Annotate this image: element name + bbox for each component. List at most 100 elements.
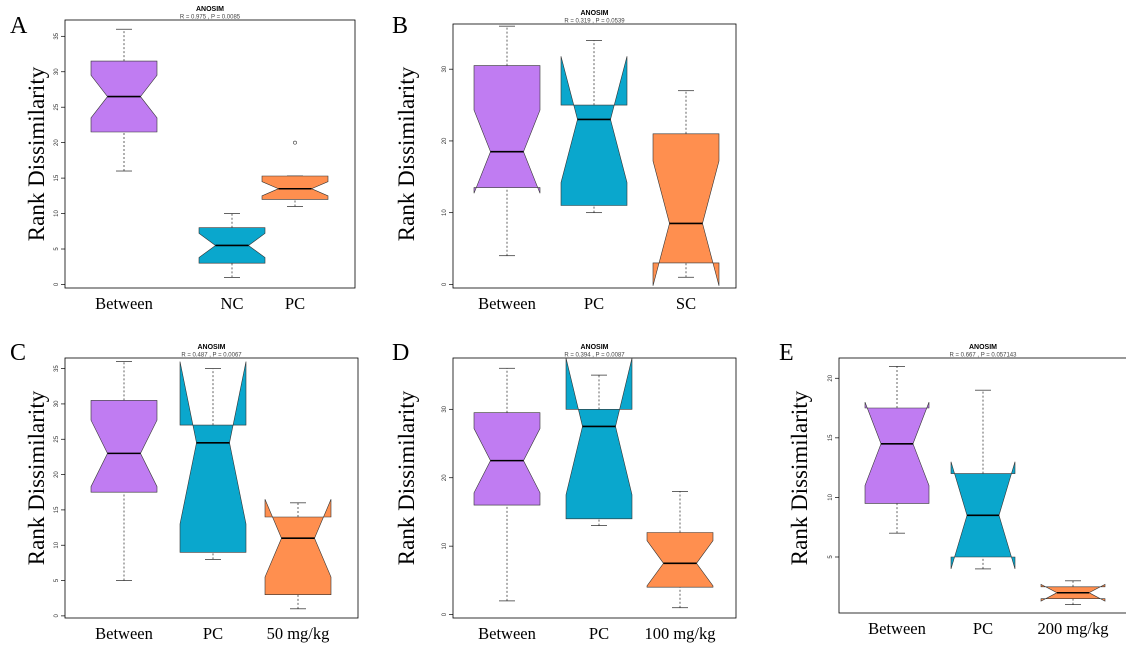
y-tick-label: 15 [54, 174, 60, 181]
panel-d: D Rank Dissimilarity ANOSIM R = 0.394 , P =… [392, 340, 737, 643]
box-between [864, 365, 930, 534]
box-100-mg-kg [646, 491, 714, 609]
y-tick-label: 5 [828, 555, 834, 559]
chart-subtitle: R = 0.667 , P = 0.057143 [950, 353, 1018, 359]
y-tick-label: 15 [54, 506, 60, 513]
outlier-point [293, 140, 297, 145]
y-tick-label: 25 [54, 103, 60, 110]
x-category-label: SC [676, 294, 696, 313]
y-axis-label: Rank Dissimilarity [394, 66, 419, 241]
chart-subtitle: R = 0.487 , P = 0.0067 [181, 353, 242, 359]
plot-frame [64, 357, 359, 619]
y-tick-label: 10 [54, 541, 60, 548]
chart-title: ANOSIM [581, 10, 609, 17]
notched-box [473, 65, 541, 194]
y-tick-label: 30 [442, 405, 448, 412]
box-pc [261, 140, 329, 207]
notched-box [864, 401, 930, 504]
x-category-label: PC [589, 624, 609, 643]
y-tick-label: 0 [442, 282, 448, 286]
box-pc [560, 40, 628, 214]
y-tick-label: 20 [442, 137, 448, 144]
panel-letter: A [10, 13, 28, 39]
y-tick-label: 30 [54, 68, 60, 75]
y-tick-label: 35 [54, 365, 60, 372]
y-axis-label: Rank Dissimilarity [394, 390, 419, 565]
x-category-label: Between [95, 624, 153, 643]
chart-subtitle: R = 0.394 , P = 0.0087 [564, 353, 625, 359]
box-pc [565, 357, 633, 526]
x-category-label: Between [478, 294, 536, 313]
y-tick-label: 10 [54, 210, 60, 217]
x-category-label: 50 mg/kg [267, 624, 330, 643]
notched-box [261, 175, 329, 200]
y-tick-label: 0 [54, 282, 60, 286]
x-category-label: PC [203, 624, 223, 643]
y-tick-label: 10 [442, 209, 448, 216]
y-tick-label: 25 [54, 435, 60, 442]
panel-letter: C [10, 340, 26, 366]
notched-box [565, 357, 633, 520]
panel-c: C Rank Dissimilarity ANOSIM R = 0.487 , P =… [10, 340, 359, 643]
panel-letter: D [392, 340, 409, 366]
notched-box [473, 412, 541, 506]
x-category-label: NC [221, 294, 244, 313]
chart-subtitle: R = 0.975 , P = 0.0085 [180, 15, 241, 21]
box-nc [198, 213, 266, 278]
x-category-label: Between [95, 294, 153, 313]
y-tick-label: 10 [442, 542, 448, 549]
plot-frame [838, 357, 1126, 614]
y-tick-label: 0 [442, 612, 448, 616]
y-tick-label: 30 [54, 400, 60, 407]
box-pc [179, 361, 247, 560]
panel-b: B Rank Dissimilarity ANOSIM R = 0.319 , P =… [392, 10, 737, 313]
chart-title: ANOSIM [196, 6, 224, 13]
y-tick-label: 20 [828, 374, 834, 381]
y-tick-label: 5 [54, 247, 60, 251]
y-tick-label: 0 [54, 614, 60, 618]
notched-box [646, 532, 714, 588]
y-tick-label: 15 [828, 434, 834, 441]
plot-frame [452, 23, 737, 289]
x-category-label: PC [584, 294, 604, 313]
x-category-label: 100 mg/kg [644, 624, 715, 643]
box-between [473, 367, 541, 602]
panel-e: E Rank Dissimilarity ANOSIM R = 0.667 , P =… [779, 340, 1126, 638]
panel-letter: B [392, 13, 408, 39]
y-tick-label: 5 [54, 578, 60, 582]
x-category-label: PC [285, 294, 305, 313]
y-tick-label: 30 [442, 65, 448, 72]
y-axis-label: Rank Dissimilarity [787, 390, 812, 565]
x-category-label: Between [868, 619, 926, 638]
box-between [90, 361, 158, 581]
notched-box [90, 400, 158, 493]
panel-a: A Rank Dissimilarity ANOSIM R = 0.975 , P =… [10, 6, 356, 313]
y-tick-label: 20 [442, 474, 448, 481]
plot-frame [452, 357, 737, 619]
y-tick-label: 35 [54, 32, 60, 39]
box-pc [950, 389, 1016, 570]
x-category-label: 200 mg/kg [1037, 619, 1108, 638]
box-200-mg-kg [1040, 580, 1106, 606]
x-category-label: PC [973, 619, 993, 638]
y-tick-label: 10 [828, 493, 834, 500]
chart-subtitle: R = 0.319 , P = 0.0539 [564, 19, 625, 25]
y-tick-label: 20 [54, 471, 60, 478]
notched-box [560, 56, 628, 206]
y-axis-label: Rank Dissimilarity [24, 390, 49, 565]
box-50-mg-kg [264, 499, 332, 610]
y-tick-label: 20 [54, 139, 60, 146]
notched-box [652, 133, 720, 286]
notched-box [264, 499, 332, 596]
panel-letter: E [779, 340, 794, 366]
box-sc [652, 90, 720, 286]
chart-title: ANOSIM [969, 344, 997, 351]
chart-title: ANOSIM [581, 344, 609, 351]
box-between [473, 25, 541, 257]
plot-frame [64, 19, 356, 289]
chart-title: ANOSIM [198, 344, 226, 351]
notched-box [179, 361, 247, 553]
x-category-label: Between [478, 624, 536, 643]
box-between [90, 28, 158, 172]
